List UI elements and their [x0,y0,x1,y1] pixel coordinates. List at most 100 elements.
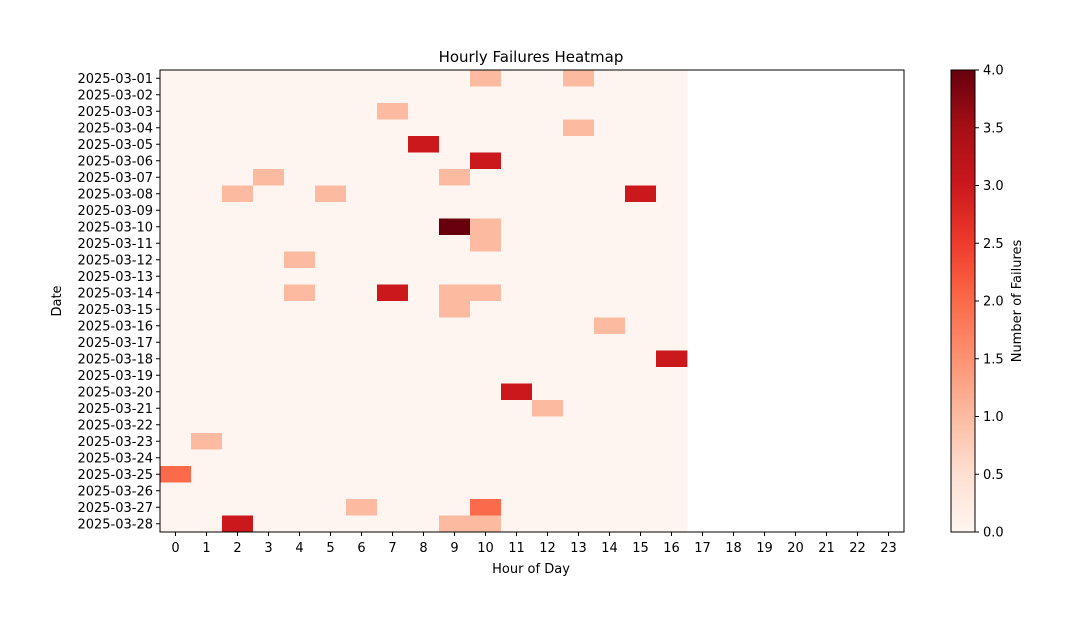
x-tick-label: 4 [295,541,303,556]
heatmap-cell [656,185,688,203]
heatmap-cell [470,284,502,302]
heatmap-cell [253,515,285,533]
heatmap-cell [563,103,595,120]
heatmap-cell [408,251,440,269]
heatmap-cell [346,515,378,533]
heatmap-cell [439,136,471,153]
heatmap-cell [253,152,285,170]
x-tick-label: 1 [202,541,210,556]
heatmap-cell [408,136,440,153]
heatmap-cell [191,185,223,203]
heatmap-cell [439,268,471,285]
heatmap-cell [160,284,192,302]
heatmap-cell [501,383,533,401]
heatmap-cell [501,482,533,500]
heatmap-cell [501,169,533,186]
heatmap-cell [532,235,564,252]
heatmap-cell [408,169,440,186]
heatmap-cell [501,334,533,351]
heatmap-cell [563,433,595,450]
heatmap-cell [346,251,378,269]
heatmap-cell [191,334,223,351]
heatmap-cell [501,499,533,516]
heatmap-cell [470,86,502,104]
x-tick-label: 11 [508,541,525,556]
heatmap-cell [253,350,285,368]
heatmap-cell [594,268,626,285]
heatmap-cell [563,400,595,417]
heatmap-cell [315,367,347,384]
heatmap-cell [501,350,533,368]
heatmap-cell [284,449,316,467]
heatmap-cell [408,119,440,137]
heatmap-cell [253,251,285,269]
heatmap-cell [532,367,564,384]
heatmap-cell [408,383,440,401]
heatmap-cell [408,466,440,483]
heatmap-cell [501,251,533,269]
colorbar-tick-label: 0.5 [983,468,1004,483]
heatmap-cell [563,416,595,434]
heatmap-cell [439,235,471,252]
heatmap-cell [284,251,316,269]
heatmap-cell [377,301,409,318]
heatmap-cell [160,185,192,203]
y-axis-label: Date [50,285,65,316]
heatmap-cell [470,400,502,417]
heatmap-cell [408,350,440,368]
heatmap-cell [253,400,285,417]
heatmap-cell [346,268,378,285]
heatmap-cell [191,251,223,269]
heatmap-cell [253,383,285,401]
heatmap-cell [408,416,440,434]
heatmap-cell [470,152,502,170]
plot-frame [159,69,905,533]
x-tick-label: 2 [233,541,241,556]
heatmap-cell [377,383,409,401]
heatmap-cell [625,466,657,483]
heatmap-cell [408,70,440,87]
heatmap-cell [656,218,688,236]
heatmap-cell [191,433,223,450]
heatmap-cell [439,400,471,417]
heatmap-cell [470,301,502,318]
heatmap-cell [377,350,409,368]
y-tick-label: 2025-03-21 [77,402,153,417]
heatmap-cell [377,515,409,533]
heatmap-cell [377,499,409,516]
heatmap-cell [439,433,471,450]
heatmap-cell [532,152,564,170]
heatmap-cell [656,449,688,467]
chart-title: Hourly Failures Heatmap [439,48,624,66]
heatmap-cell [253,301,285,318]
heatmap-cell [222,449,254,467]
heatmap-cell [594,466,626,483]
heatmap-cell [222,400,254,417]
heatmap-cells [160,70,688,533]
x-tick-label: 20 [787,541,804,556]
heatmap-cell [284,383,316,401]
heatmap-cell [532,70,564,87]
heatmap-cell [625,185,657,203]
heatmap-cell [563,251,595,269]
heatmap-cell [439,515,471,533]
colorbar-tick-label: 4.0 [983,64,1004,79]
heatmap-cell [346,400,378,417]
y-tick-label: 2025-03-16 [77,319,153,334]
heatmap-cell [377,268,409,285]
y-tick-label: 2025-03-27 [77,501,153,516]
heatmap-cell [222,515,254,533]
heatmap-cell [532,482,564,500]
heatmap-cell [625,136,657,153]
heatmap-cell [439,350,471,368]
heatmap-cell [222,317,254,335]
heatmap-cell [377,317,409,335]
x-axis-ticks: 0 1 2 3 4 5 6 7 8 9 10 11 12 13 14 15 16 17 18 19 20 21 22 23 [171,532,897,556]
heatmap-cell [377,70,409,87]
heatmap-cell [253,119,285,137]
heatmap-cell [625,499,657,516]
heatmap-cell [470,499,502,516]
heatmap-cell [315,251,347,269]
heatmap-cell [408,235,440,252]
